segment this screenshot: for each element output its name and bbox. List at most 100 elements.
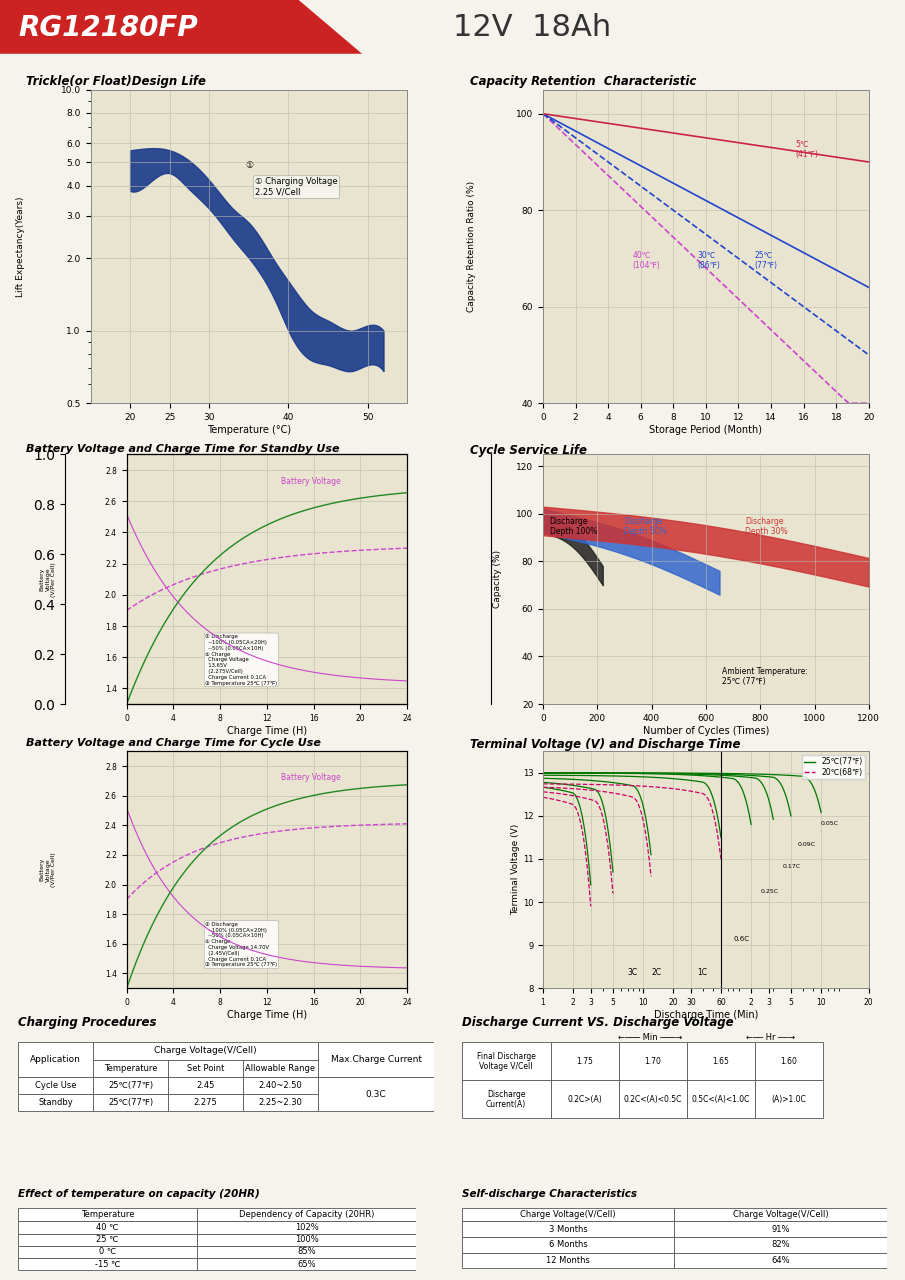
Polygon shape	[0, 0, 362, 54]
Text: Charge Voltage(V/Cell): Charge Voltage(V/Cell)	[154, 1047, 257, 1056]
Text: Discharge
Current(A): Discharge Current(A)	[486, 1089, 527, 1108]
Bar	[197, 1208, 416, 1221]
Bar	[197, 1258, 416, 1270]
Text: 0.2C<(A)<0.5C: 0.2C<(A)<0.5C	[624, 1094, 682, 1103]
Text: ① Discharge
  --100% (0.05CA×20H)
  --50% (0.05CA×10H)
② Charge
  Charge Voltage: ① Discharge --100% (0.05CA×20H) --50% (0…	[205, 634, 277, 686]
Text: 0.09C: 0.09C	[797, 842, 815, 847]
Bar	[197, 1234, 416, 1245]
Text: 65%: 65%	[298, 1260, 316, 1268]
Text: Battery
Voltage
(V/Per Cell): Battery Voltage (V/Per Cell)	[40, 852, 56, 887]
Bar	[18, 1234, 197, 1245]
Bar	[93, 1094, 168, 1111]
Text: 3C: 3C	[627, 968, 638, 977]
Bar	[318, 1076, 434, 1111]
Text: 1.60: 1.60	[781, 1057, 797, 1066]
Text: 1.75: 1.75	[576, 1057, 594, 1066]
Text: ① Discharge
  --100% (0.05CA×20H)
  --50% (0.05CA×10H)
② Charge
  Charge Voltage: ① Discharge --100% (0.05CA×20H) --50% (0…	[205, 922, 277, 968]
Bar	[462, 1221, 674, 1236]
Bar	[462, 1253, 674, 1268]
Bar	[462, 1236, 674, 1253]
Text: Temperature: Temperature	[104, 1064, 157, 1073]
Text: 91%: 91%	[771, 1225, 790, 1234]
Bar	[18, 1258, 197, 1270]
Text: Application: Application	[30, 1055, 81, 1064]
Text: 2.275: 2.275	[194, 1098, 217, 1107]
Text: RG12180FP: RG12180FP	[18, 14, 198, 42]
Bar	[462, 1042, 551, 1080]
Legend: 25℃(77℉), 20℃(68℉): 25℃(77℉), 20℃(68℉)	[802, 755, 865, 780]
Text: Capacity Retention Ratio (%): Capacity Retention Ratio (%)	[467, 180, 476, 312]
Text: 40℃
(104℉): 40℃ (104℉)	[633, 251, 661, 270]
Y-axis label: Terminal Voltage (V): Terminal Voltage (V)	[511, 824, 519, 915]
Text: ①: ①	[246, 161, 253, 170]
Text: 2.40~2.50: 2.40~2.50	[259, 1082, 302, 1091]
Text: -15 ℃: -15 ℃	[95, 1260, 120, 1268]
Bar	[551, 1042, 619, 1080]
Text: Charge Voltage(V/Cell): Charge Voltage(V/Cell)	[520, 1211, 615, 1220]
Bar	[462, 1080, 551, 1119]
Bar	[619, 1080, 687, 1119]
Text: ←─── Min ───→: ←─── Min ───→	[618, 1033, 682, 1042]
Text: 0.5C<(A)<1.0C: 0.5C<(A)<1.0C	[691, 1094, 750, 1103]
Bar	[243, 1076, 318, 1094]
Bar	[687, 1042, 755, 1080]
Text: 0.05C: 0.05C	[821, 820, 839, 826]
Bar	[93, 1060, 168, 1076]
Text: 2.45: 2.45	[196, 1082, 214, 1091]
Text: Lift Expectancy(Years): Lift Expectancy(Years)	[16, 196, 25, 297]
Bar	[755, 1080, 824, 1119]
X-axis label: Charge Time (H): Charge Time (H)	[227, 726, 307, 736]
Text: 1C: 1C	[698, 968, 708, 977]
Text: Effect of temperature on capacity (20HR): Effect of temperature on capacity (20HR)	[18, 1189, 260, 1199]
Text: Set Point: Set Point	[186, 1064, 224, 1073]
X-axis label: Charge Time (H): Charge Time (H)	[227, 1010, 307, 1020]
Bar	[168, 1094, 243, 1111]
Text: 0.6C: 0.6C	[733, 936, 749, 942]
Text: 102%: 102%	[295, 1222, 319, 1231]
Text: ←── Hr ──→: ←── Hr ──→	[747, 1033, 795, 1042]
Text: 0.3C: 0.3C	[366, 1089, 386, 1098]
Text: 85%: 85%	[298, 1247, 316, 1257]
Text: 0 ℃: 0 ℃	[99, 1247, 117, 1257]
Text: Final Discharge
Voltage V/Cell: Final Discharge Voltage V/Cell	[477, 1052, 536, 1071]
Bar	[168, 1076, 243, 1094]
Bar	[168, 1060, 243, 1076]
Bar	[18, 1076, 93, 1094]
Text: 3 Months: 3 Months	[548, 1225, 587, 1234]
Bar	[551, 1080, 619, 1119]
Text: Dependency of Capacity (20HR): Dependency of Capacity (20HR)	[239, 1211, 375, 1220]
Text: Self-discharge Characteristics: Self-discharge Characteristics	[462, 1189, 636, 1199]
Text: Max.Charge Current: Max.Charge Current	[330, 1055, 422, 1064]
Text: 100%: 100%	[295, 1235, 319, 1244]
Bar	[93, 1042, 318, 1060]
Bar	[18, 1042, 93, 1076]
Text: Cycle Use: Cycle Use	[34, 1082, 76, 1091]
Bar	[687, 1080, 755, 1119]
Text: Battery Voltage and Charge Time for Cycle Use: Battery Voltage and Charge Time for Cycl…	[26, 737, 321, 748]
Text: 1.70: 1.70	[644, 1057, 662, 1066]
Text: 0.17C: 0.17C	[783, 864, 801, 869]
Bar	[18, 1208, 197, 1221]
Text: Terminal Voltage (V) and Discharge Time: Terminal Voltage (V) and Discharge Time	[470, 737, 740, 751]
Text: 12 Months: 12 Months	[546, 1256, 590, 1265]
Text: Battery Voltage and Charge Time for Standby Use: Battery Voltage and Charge Time for Stan…	[26, 444, 340, 454]
Text: Discharge
Depth 50%: Discharge Depth 50%	[624, 517, 667, 536]
Text: 0.2C>(A): 0.2C>(A)	[567, 1094, 602, 1103]
Bar	[674, 1253, 887, 1268]
Text: Discharge Current VS. Discharge Voltage: Discharge Current VS. Discharge Voltage	[462, 1016, 733, 1029]
Text: 30℃
(86℉): 30℃ (86℉)	[698, 251, 720, 270]
Text: 64%: 64%	[771, 1256, 790, 1265]
Text: Allowable Range: Allowable Range	[245, 1064, 316, 1073]
Text: Cycle Service Life: Cycle Service Life	[470, 444, 587, 457]
Text: Battery Voltage: Battery Voltage	[281, 477, 341, 486]
Text: (A)>1.0C: (A)>1.0C	[772, 1094, 806, 1103]
Text: 25℃
(77℉): 25℃ (77℉)	[755, 251, 777, 270]
Bar	[197, 1245, 416, 1258]
Text: 2.25~2.30: 2.25~2.30	[259, 1098, 302, 1107]
Bar	[318, 1042, 434, 1076]
Text: 82%: 82%	[771, 1240, 790, 1249]
Bar	[18, 1245, 197, 1258]
Text: 6 Months: 6 Months	[548, 1240, 587, 1249]
Text: Standby: Standby	[38, 1098, 73, 1107]
Bar	[18, 1221, 197, 1234]
